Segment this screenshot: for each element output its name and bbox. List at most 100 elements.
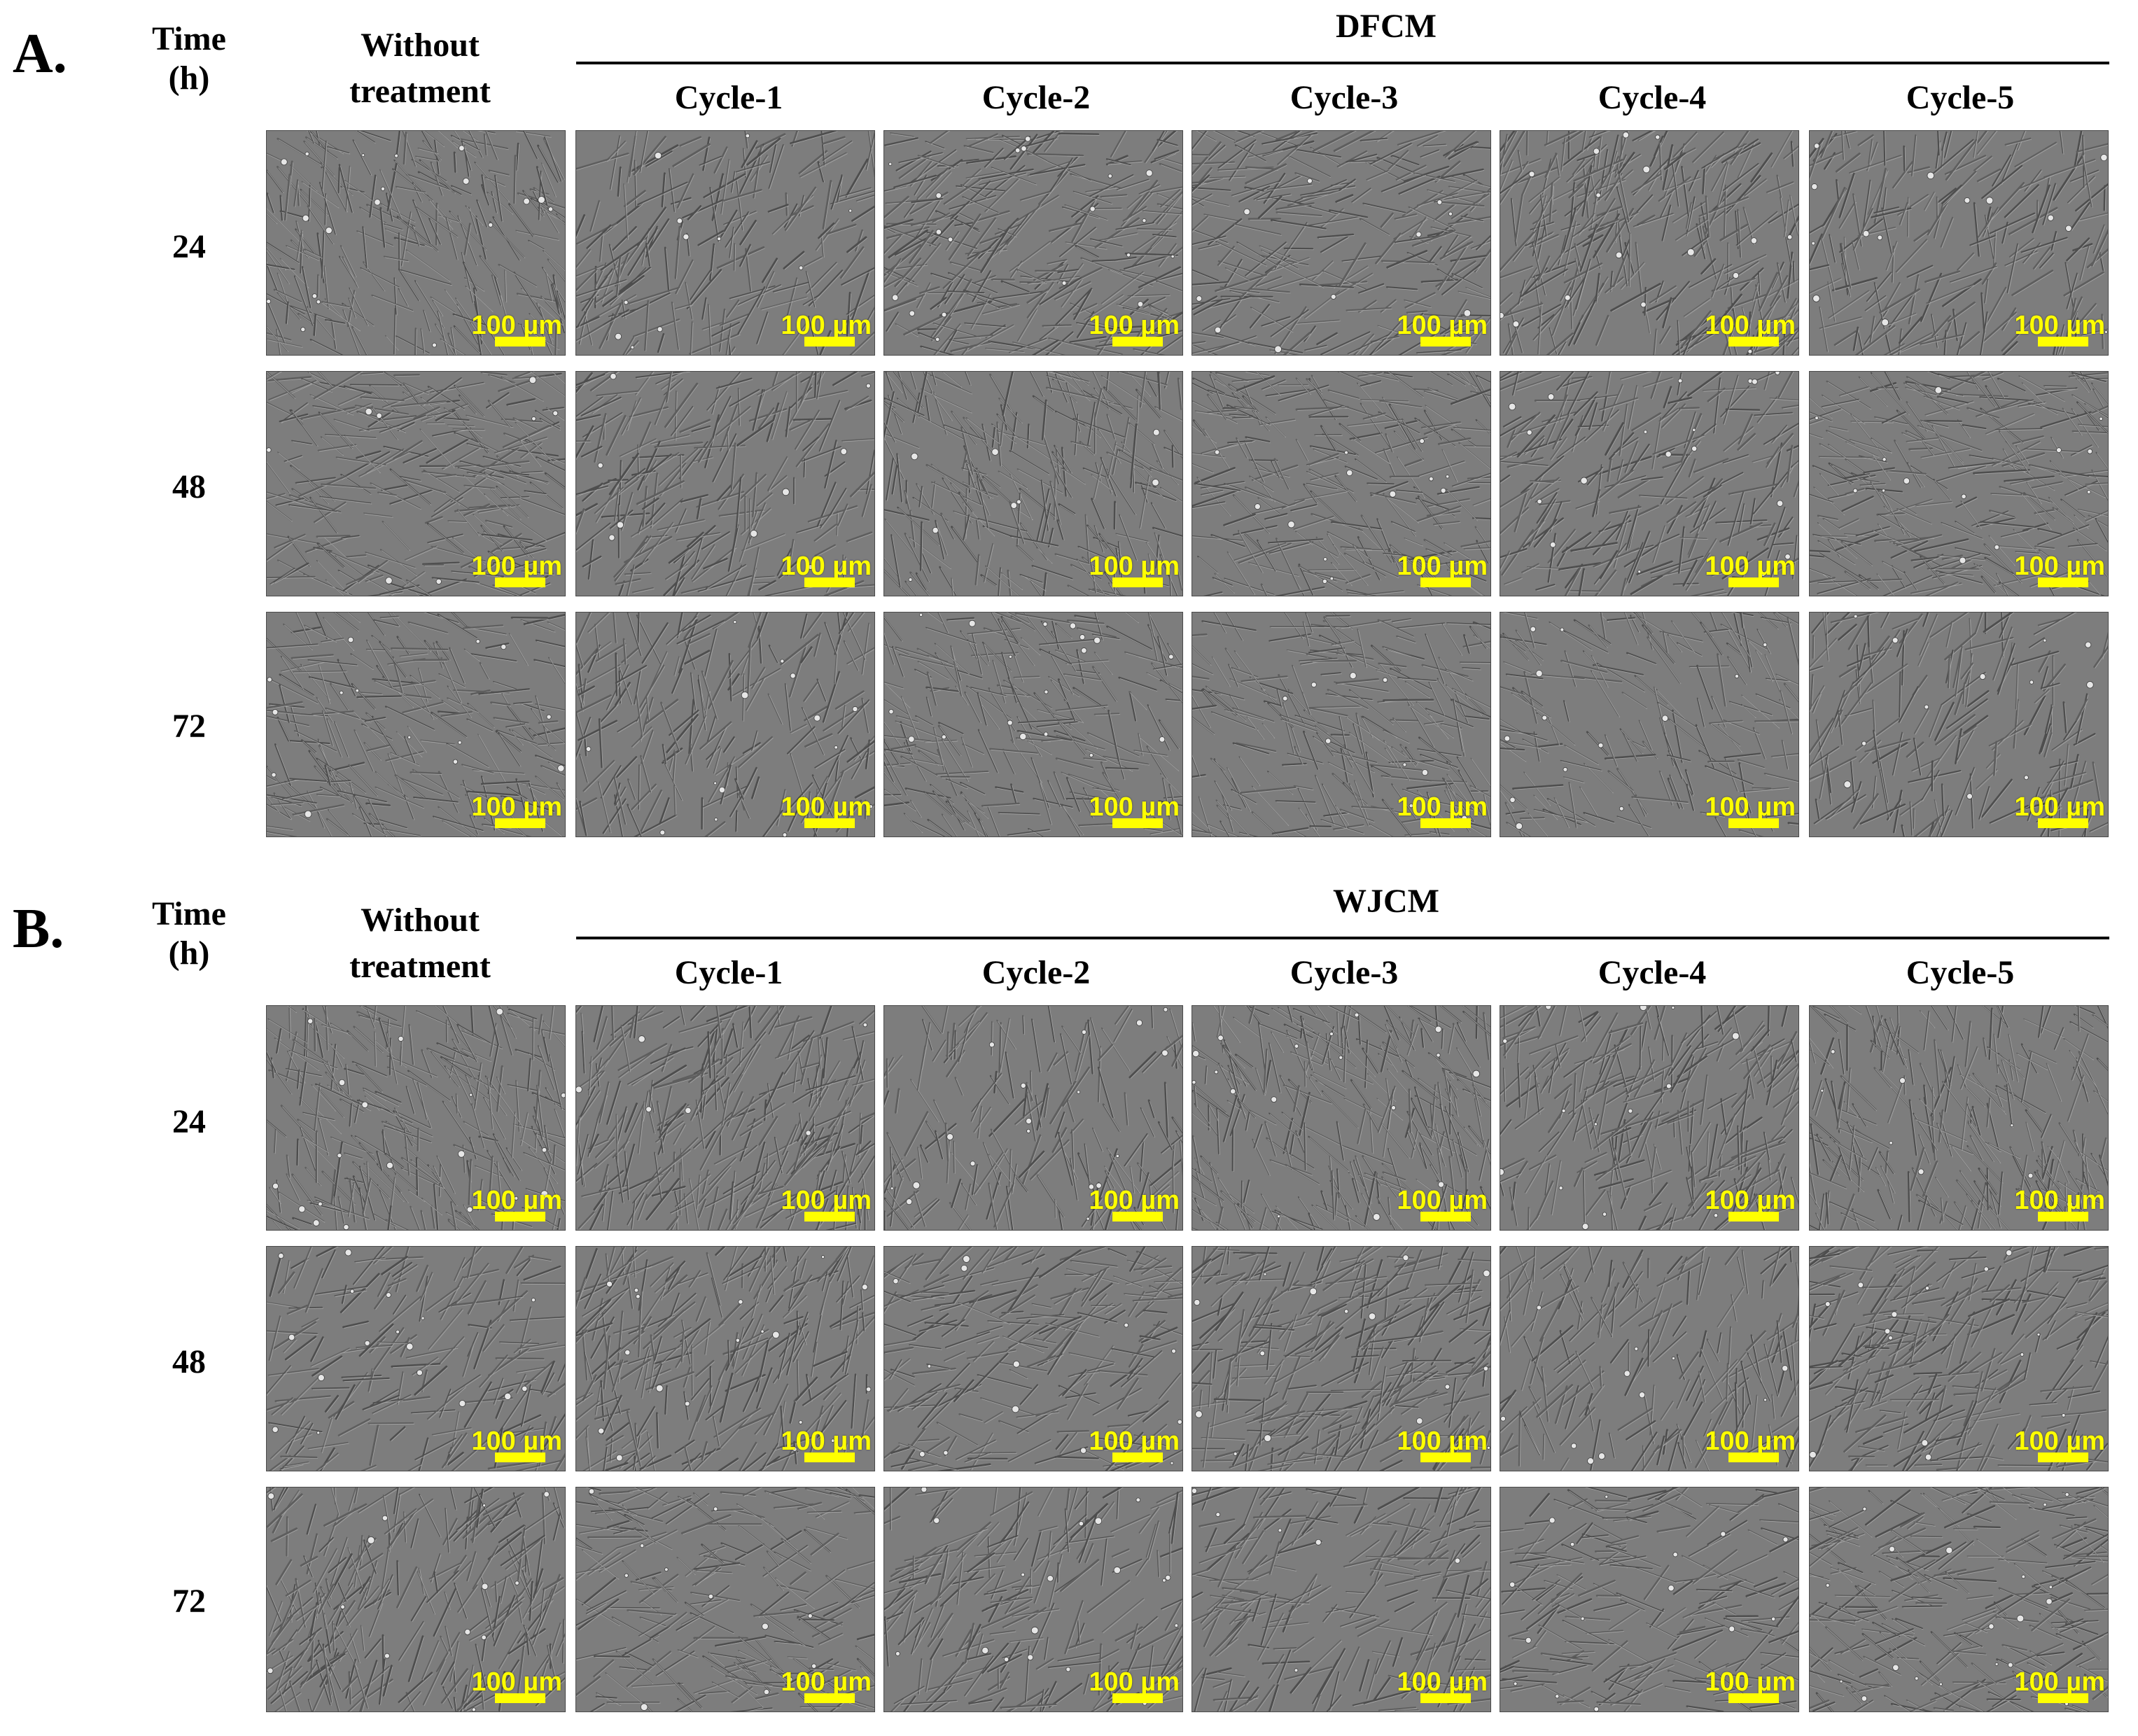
micrograph-image: 100 µm bbox=[266, 130, 566, 356]
scale-bar-label: 100 µm bbox=[2014, 793, 2105, 821]
scale-bar bbox=[2038, 1452, 2088, 1462]
scale-bar bbox=[1112, 1452, 1163, 1462]
scale-bar bbox=[1728, 1212, 1779, 1222]
micrograph-image: 100 µm bbox=[575, 1246, 875, 1471]
scale-bar-label: 100 µm bbox=[471, 1186, 562, 1214]
micrograph-image: 100 µm bbox=[1809, 1005, 2109, 1231]
scale-bar bbox=[1728, 578, 1779, 587]
scale-bar-label: 100 µm bbox=[1089, 552, 1180, 580]
scale-bar-label: 100 µm bbox=[2014, 552, 2105, 580]
scale-bar bbox=[495, 818, 545, 828]
scale-bar-label: 100 µm bbox=[1089, 1427, 1180, 1455]
group-header: DFCM bbox=[1148, 7, 1624, 46]
scale-bar-label: 100 µm bbox=[781, 793, 872, 821]
row-label-time: 24 bbox=[133, 1102, 245, 1141]
time-label-line-1: Time bbox=[133, 20, 245, 59]
micrograph-image: 100 µm bbox=[883, 1246, 1183, 1471]
micrograph-image: 100 µm bbox=[883, 1005, 1183, 1231]
micrograph-image: 100 µm bbox=[266, 612, 566, 837]
micrograph-image: 100 µm bbox=[1192, 612, 1491, 837]
scale-bar bbox=[495, 578, 545, 587]
cycle-header: Cycle-5 bbox=[1810, 953, 2111, 992]
micrograph-image: 100 µm bbox=[1809, 612, 2109, 837]
row-label-time: 48 bbox=[133, 468, 245, 506]
micrograph-image: 100 µm bbox=[1192, 1005, 1491, 1231]
row-label-time: 24 bbox=[133, 227, 245, 266]
scale-bar-label: 100 µm bbox=[471, 312, 562, 340]
scale-bar bbox=[1112, 578, 1163, 587]
scale-bar-label: 100 µm bbox=[1397, 1427, 1488, 1455]
micrograph-image: 100 µm bbox=[266, 1246, 566, 1471]
micrograph-image: 100 µm bbox=[883, 130, 1183, 356]
scale-bar-label: 100 µm bbox=[1089, 1668, 1180, 1696]
scale-bar-label: 100 µm bbox=[1397, 793, 1488, 821]
scale-bar-label: 100 µm bbox=[471, 1427, 562, 1455]
micrograph-image: 100 µm bbox=[575, 371, 875, 596]
scale-bar bbox=[804, 578, 855, 587]
control-label-line-1: Without bbox=[266, 22, 574, 69]
micrograph-image: 100 µm bbox=[1809, 130, 2109, 356]
cycle-header: Cycle-3 bbox=[1194, 78, 1495, 117]
micrograph-image: 100 µm bbox=[1500, 612, 1799, 837]
micrograph-image: 100 µm bbox=[1809, 1246, 2109, 1471]
group-header-rule bbox=[576, 937, 2109, 939]
scale-bar bbox=[804, 1452, 855, 1462]
control-column-header: Without treatment bbox=[266, 22, 574, 115]
cycle-header: Cycle-5 bbox=[1810, 78, 2111, 117]
micrograph-image: 100 µm bbox=[1809, 371, 2109, 596]
time-axis-label: Time (h) bbox=[133, 20, 245, 98]
scale-bar bbox=[495, 1452, 545, 1462]
control-label-line-2: treatment bbox=[266, 944, 574, 990]
scale-bar bbox=[804, 337, 855, 346]
micrograph-image: 100 µm bbox=[266, 371, 566, 596]
scale-bar bbox=[2038, 337, 2088, 346]
scale-bar bbox=[1728, 818, 1779, 828]
scale-bar-label: 100 µm bbox=[1705, 312, 1796, 340]
control-label-line-2: treatment bbox=[266, 69, 574, 115]
cycle-header: Cycle-3 bbox=[1194, 953, 1495, 992]
cycle-header: Cycle-4 bbox=[1502, 78, 1803, 117]
scale-bar bbox=[804, 1693, 855, 1703]
control-column-header: Without treatment bbox=[266, 897, 574, 990]
scale-bar bbox=[1420, 818, 1471, 828]
scale-bar-label: 100 µm bbox=[2014, 1427, 2105, 1455]
scale-bar-label: 100 µm bbox=[471, 1668, 562, 1696]
panel-b: B. Time (h) Without treatment WJCM Cycle… bbox=[0, 875, 2138, 1736]
micrograph-image: 100 µm bbox=[1192, 1487, 1491, 1712]
micrograph-image: 100 µm bbox=[1809, 1487, 2109, 1712]
micrograph-image: 100 µm bbox=[1500, 1487, 1799, 1712]
row-label-time: 72 bbox=[133, 707, 245, 746]
micrograph-image: 100 µm bbox=[1500, 1246, 1799, 1471]
scale-bar bbox=[1112, 337, 1163, 346]
scale-bar-label: 100 µm bbox=[1397, 552, 1488, 580]
cycle-header: Cycle-2 bbox=[886, 953, 1187, 992]
scale-bar-label: 100 µm bbox=[2014, 1186, 2105, 1214]
scale-bar bbox=[1420, 1212, 1471, 1222]
scale-bar bbox=[1728, 1452, 1779, 1462]
scale-bar-label: 100 µm bbox=[1705, 1668, 1796, 1696]
scale-bar-label: 100 µm bbox=[1089, 312, 1180, 340]
scale-bar bbox=[804, 1212, 855, 1222]
scale-bar bbox=[1420, 578, 1471, 587]
group-header: WJCM bbox=[1148, 882, 1624, 920]
time-label-line-1: Time bbox=[133, 895, 245, 934]
scale-bar bbox=[2038, 578, 2088, 587]
micrograph-image: 100 µm bbox=[1192, 130, 1491, 356]
scale-bar bbox=[2038, 818, 2088, 828]
scale-bar-label: 100 µm bbox=[2014, 312, 2105, 340]
scale-bar bbox=[804, 818, 855, 828]
scale-bar bbox=[2038, 1693, 2088, 1703]
scale-bar-label: 100 µm bbox=[1397, 1668, 1488, 1696]
micrograph-image: 100 µm bbox=[1192, 371, 1491, 596]
micrograph-image: 100 µm bbox=[883, 1487, 1183, 1712]
time-label-line-2: (h) bbox=[133, 59, 245, 98]
scale-bar-label: 100 µm bbox=[1089, 1186, 1180, 1214]
scale-bar bbox=[495, 1693, 545, 1703]
micrograph-image: 100 µm bbox=[1500, 1005, 1799, 1231]
scale-bar bbox=[1728, 337, 1779, 346]
scale-bar-label: 100 µm bbox=[781, 312, 872, 340]
micrograph-image: 100 µm bbox=[266, 1487, 566, 1712]
scale-bar-label: 100 µm bbox=[1397, 1186, 1488, 1214]
control-label-line-1: Without bbox=[266, 897, 574, 944]
micrograph-image: 100 µm bbox=[575, 130, 875, 356]
